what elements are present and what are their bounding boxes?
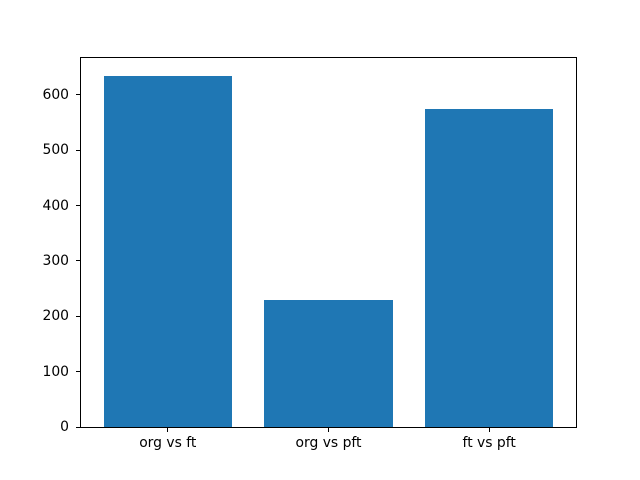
y-tick-mark [76, 205, 80, 207]
bar-org-vs-pft [264, 299, 393, 427]
x-tick-mark [167, 428, 169, 432]
x-tick-mark [488, 428, 490, 432]
y-tick-label-600: 600 [42, 86, 69, 103]
bar-org-vs-ft [103, 75, 233, 427]
y-tick-mark [76, 371, 80, 373]
bar-ft-vs-pft [424, 108, 554, 427]
y-tick-mark [76, 315, 80, 317]
y-tick-label-400: 400 [42, 197, 69, 214]
y-tick-mark [76, 149, 80, 151]
y-tick-label-300: 300 [42, 252, 69, 269]
x-tick-mark [328, 428, 329, 432]
y-tick-label-500: 500 [42, 142, 69, 159]
x-tick-label-ft-vs-pft: ft vs pft [462, 435, 516, 451]
y-tick-label-0: 0 [60, 419, 69, 435]
y-tick-label-200: 200 [42, 308, 69, 325]
y-tick-mark [76, 426, 80, 428]
y-tick-mark [76, 260, 80, 262]
x-tick-label-org-vs-ft: org vs ft [139, 435, 197, 451]
plot-area: 0 100 200 300 400 500 600 org vs ft org vs pft f… [42, 57, 577, 451]
y-tick-label-100: 100 [42, 363, 69, 380]
x-tick-label-org-vs-pft: org vs pft [295, 435, 362, 451]
y-tick-mark [76, 94, 80, 96]
